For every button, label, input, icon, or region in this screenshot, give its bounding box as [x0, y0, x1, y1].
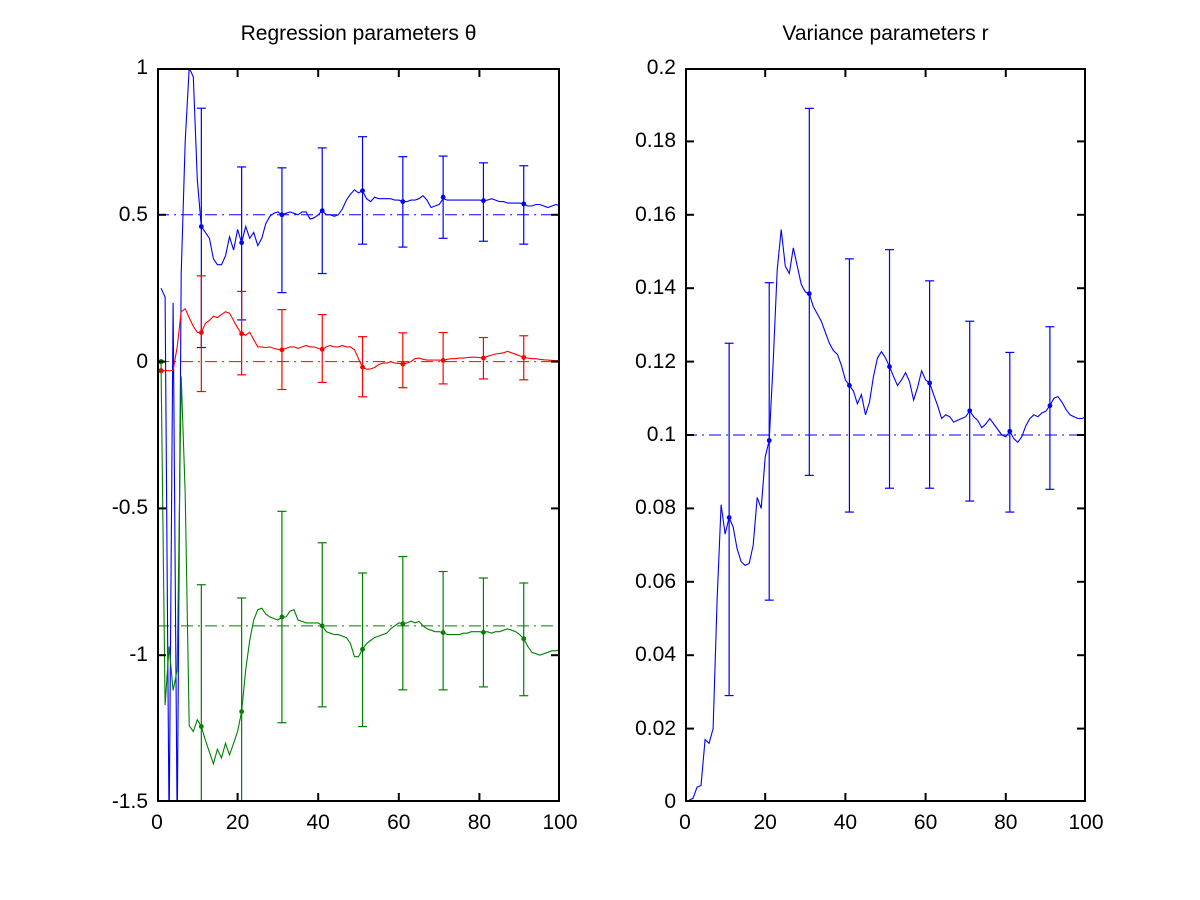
series-line-theta-3 — [160, 361, 560, 766]
y-tick-label: 0.2 — [646, 56, 676, 79]
y-tick-label: 0.06 — [635, 569, 676, 593]
error-bar — [438, 155, 448, 239]
x-tick-label: 40 — [833, 811, 858, 834]
series-line-theta-1 — [160, 68, 560, 802]
x-tick-label: 0 — [679, 811, 691, 834]
error-bar — [196, 584, 206, 802]
y-tick-label: 0.5 — [118, 202, 148, 226]
y-tick-label: 0.14 — [635, 276, 676, 300]
x-tick-label: 60 — [387, 811, 411, 834]
y-tick-label: 0.16 — [635, 202, 676, 226]
y-tick-label: 0 — [136, 349, 148, 373]
error-bar — [478, 162, 488, 242]
y-tick-label: -1.5 — [111, 790, 148, 813]
y-tick-label: -1 — [129, 643, 148, 667]
error-bar — [317, 542, 327, 708]
error-bar — [277, 167, 287, 294]
x-tick-label: 80 — [994, 811, 1018, 834]
error-bar — [196, 275, 206, 393]
y-tick-label: 0.1 — [646, 423, 676, 446]
plot-area — [157, 68, 560, 802]
error-bar — [438, 331, 448, 385]
axes-box — [157, 68, 560, 802]
y-tick-label: 0.08 — [635, 496, 676, 520]
y-tick-label: 0 — [664, 790, 676, 813]
error-bar — [804, 107, 814, 476]
x-tick-label: 0 — [151, 811, 163, 834]
regression-parameters-chart: Regression parameters θ 0 20 40 60 80 100 -1.5… — [112, 22, 578, 834]
x-tick-label: 20 — [753, 811, 777, 834]
series-line-theta-2 — [161, 307, 560, 372]
y-tick-label: 1 — [136, 56, 148, 79]
error-bar — [438, 570, 448, 691]
chart-title-variance: Variance parameters r — [782, 22, 989, 45]
chart-title-regression: Regression parameters θ — [240, 22, 477, 45]
x-tick-label: 40 — [306, 811, 330, 834]
x-tick-label: 100 — [542, 811, 578, 834]
x-tick-label: 20 — [225, 811, 250, 834]
y-tick-label: 0.12 — [635, 349, 676, 373]
x-tick-label: 100 — [1068, 811, 1104, 834]
error-bar — [885, 249, 895, 489]
x-tick-label: 80 — [467, 811, 492, 834]
y-tick-label: 0.18 — [635, 129, 676, 153]
plot-area — [685, 68, 1086, 802]
error-bar — [398, 332, 408, 389]
error-bar-marker — [440, 194, 446, 200]
variance-parameters-chart: Variance parameters r 0 20 40 60 80 100 0 0.02 0… — [635, 22, 1103, 834]
y-tick-label: -0.5 — [111, 496, 148, 520]
series-line-r — [688, 229, 1086, 801]
y-tick-label: 0.02 — [635, 716, 676, 740]
y-tick-label: 0.04 — [635, 643, 676, 667]
x-tick-label: 60 — [913, 811, 938, 834]
error-bar — [1045, 326, 1055, 490]
